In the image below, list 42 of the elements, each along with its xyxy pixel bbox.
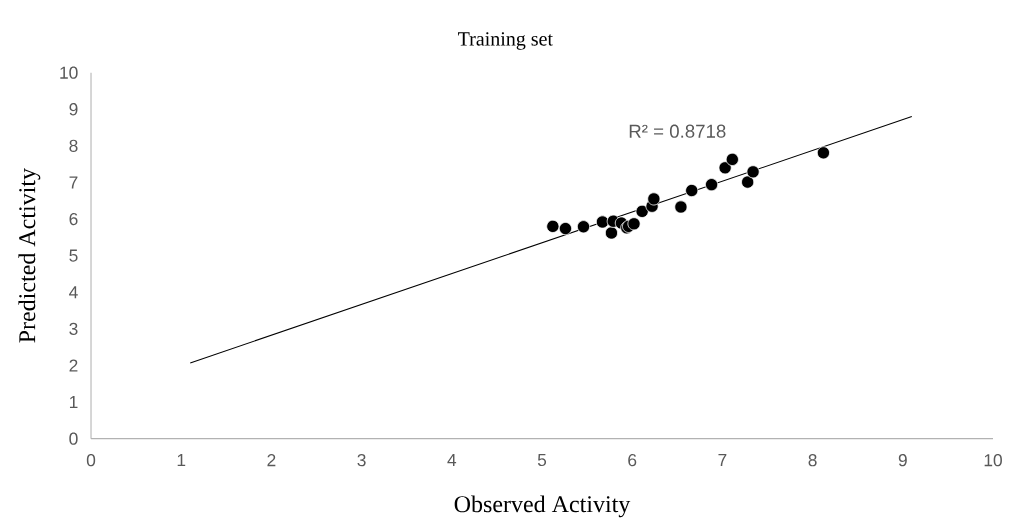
x-tick-label: 6 [628, 454, 637, 467]
y-tick-label: 2 [69, 359, 78, 372]
point [558, 222, 572, 236]
y-tick-label: 9 [69, 103, 78, 116]
y-axis-title: Predicted Activity [18, 168, 41, 343]
x-tick-label: 10 [984, 454, 1002, 467]
x-tick-label: 1 [177, 454, 186, 466]
point [647, 192, 661, 206]
y-tick-label: 1 [69, 396, 78, 409]
y-tick-label: 0 [69, 432, 78, 445]
point [635, 204, 649, 218]
y-tick-label: 3 [69, 322, 78, 335]
x-tick-label: 0 [86, 454, 96, 467]
x-tick-label: 7 [718, 454, 727, 466]
x-axis-title: Observed Activity [454, 495, 631, 518]
y-tick-label: 5 [69, 249, 78, 262]
y-tick-label: 6 [69, 212, 78, 226]
point [627, 217, 641, 231]
point [816, 146, 830, 160]
y-tick-label: 8 [69, 139, 78, 152]
x-tick-label: 4 [447, 454, 457, 466]
point [595, 215, 609, 229]
y-tick-label: 7 [69, 176, 78, 189]
point [718, 161, 732, 175]
y-tick-label: 10 [60, 66, 78, 79]
x-tick-label: 8 [808, 454, 817, 467]
y-tick-label: 4 [69, 286, 78, 299]
point [705, 178, 719, 192]
x-tick-label: 2 [267, 454, 276, 467]
chart-title: Training set [458, 32, 553, 50]
x-tick-label: 3 [357, 454, 366, 467]
x-tick-label: 9 [898, 454, 907, 467]
point [725, 152, 739, 166]
x-tick-label: 5 [537, 454, 547, 467]
point [604, 226, 618, 240]
point [674, 200, 688, 214]
point [746, 165, 760, 179]
point [741, 175, 755, 189]
annotation: R² = 0.8718 [629, 124, 726, 138]
point [546, 219, 560, 233]
point [685, 183, 699, 198]
point [576, 220, 591, 234]
